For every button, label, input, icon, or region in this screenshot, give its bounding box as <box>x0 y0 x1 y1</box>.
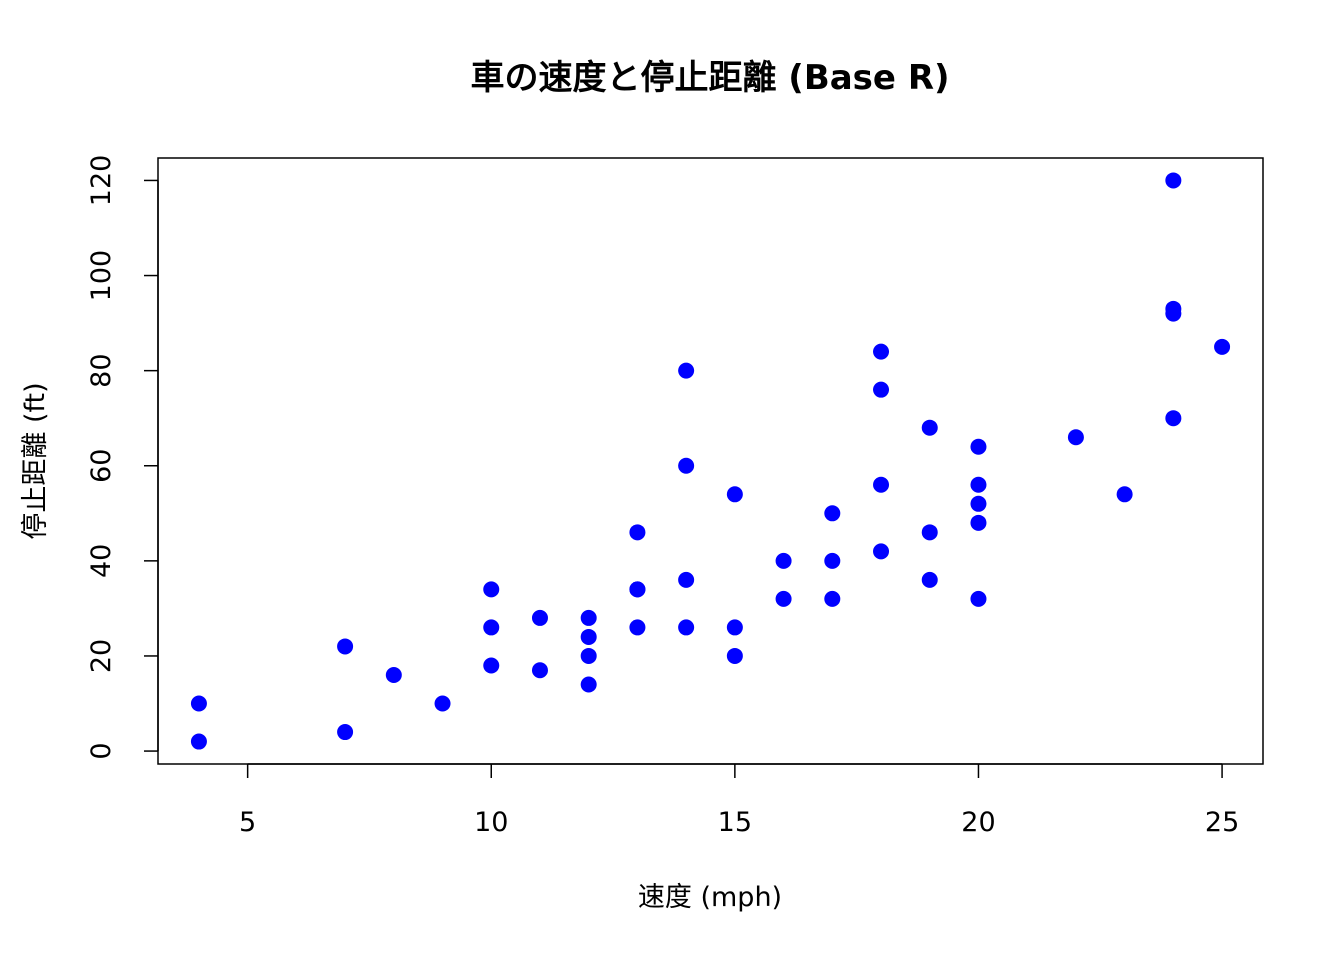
data-point <box>921 571 938 588</box>
data-point <box>483 619 500 636</box>
data-point <box>580 676 597 693</box>
data-point <box>337 724 354 741</box>
data-point <box>921 524 938 541</box>
data-points <box>190 172 1231 750</box>
data-point <box>824 505 841 522</box>
data-point <box>726 619 743 636</box>
data-point <box>434 695 451 712</box>
data-point <box>629 524 646 541</box>
data-point <box>1214 338 1231 355</box>
data-point <box>775 590 792 607</box>
y-tick-label: 80 <box>86 353 117 387</box>
data-point <box>190 733 207 750</box>
data-point <box>678 619 695 636</box>
data-point <box>970 438 987 455</box>
data-point <box>726 647 743 664</box>
data-point <box>726 486 743 503</box>
data-point <box>1165 410 1182 427</box>
data-point <box>678 362 695 379</box>
y-tick-label: 60 <box>86 449 117 483</box>
data-point <box>580 647 597 664</box>
data-point <box>629 619 646 636</box>
y-tick-label: 0 <box>86 742 117 759</box>
y-axis-label: 停止距離 (ft) <box>20 382 51 539</box>
data-point <box>970 514 987 531</box>
chart-title: 車の速度と停止距離 (Base R) <box>470 58 949 98</box>
data-point <box>337 638 354 655</box>
data-point <box>1116 486 1133 503</box>
data-point <box>1165 300 1182 317</box>
data-point <box>629 581 646 598</box>
x-tick-label: 5 <box>239 807 256 838</box>
y-tick-label: 120 <box>86 155 117 207</box>
data-point <box>190 695 207 712</box>
data-point <box>1067 429 1084 446</box>
data-point <box>483 581 500 598</box>
data-point <box>873 476 890 493</box>
data-point <box>873 543 890 560</box>
data-point <box>921 419 938 436</box>
y-tick-label: 40 <box>86 544 117 578</box>
data-point <box>580 628 597 645</box>
data-point <box>873 343 890 360</box>
data-point <box>580 609 597 626</box>
data-point <box>483 657 500 674</box>
data-point <box>385 666 402 683</box>
data-point <box>970 590 987 607</box>
y-tick-label: 100 <box>86 250 117 302</box>
data-point <box>824 590 841 607</box>
data-point <box>873 381 890 398</box>
x-axis: 5 10 15 20 25 <box>239 763 1239 838</box>
x-tick-label: 25 <box>1205 807 1239 838</box>
data-point <box>775 552 792 569</box>
data-point <box>678 457 695 474</box>
x-axis-label: 速度 (mph) <box>638 882 782 913</box>
plot-frame <box>157 157 1264 765</box>
data-point <box>531 609 548 626</box>
y-tick-label: 20 <box>86 639 117 673</box>
x-tick-label: 20 <box>961 807 995 838</box>
data-point <box>678 571 695 588</box>
y-axis: 0 20 40 60 80 100 120 <box>86 155 159 760</box>
data-point <box>970 476 987 493</box>
x-tick-label: 15 <box>718 807 752 838</box>
data-point <box>531 662 548 679</box>
x-tick-label: 10 <box>474 807 508 838</box>
data-point <box>970 495 987 512</box>
data-point <box>824 552 841 569</box>
data-point <box>1165 172 1182 189</box>
